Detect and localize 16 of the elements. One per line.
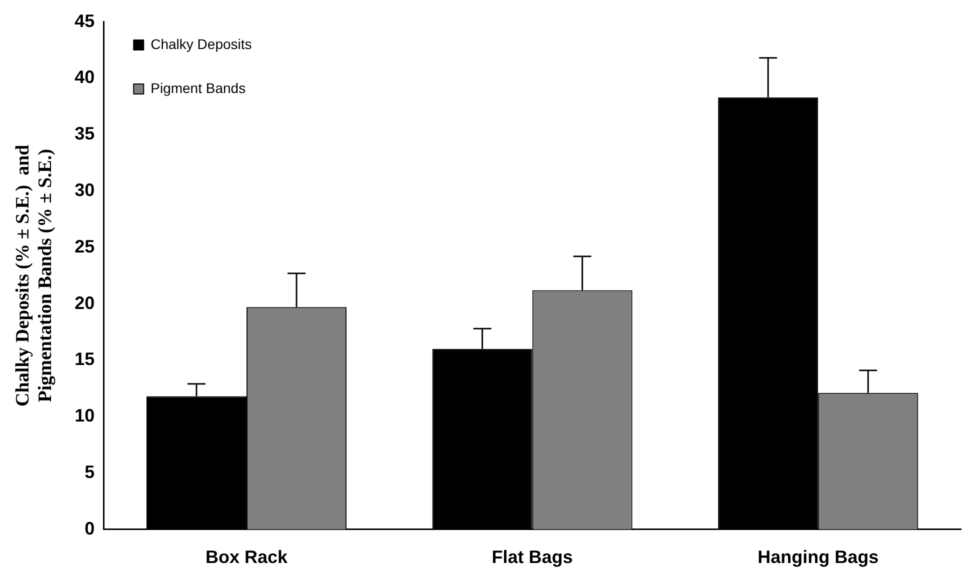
y-tick-label: 25 [74, 236, 95, 256]
y-axis-title: Chalky Deposits (% ± S.E.) and Pigmentation Bands (% ± S.E.) [12, 144, 56, 406]
x-tick-label: Flat Bags [492, 547, 573, 568]
y-tick-label: 40 [74, 67, 95, 88]
x-tick-label: Box Rack [205, 547, 289, 568]
legend-label: Chalky Deposits [150, 36, 252, 52]
y-tick-label: 30 [74, 180, 95, 200]
legend-label: Pigment Bands [150, 80, 246, 96]
y-tick-label: 35 [74, 124, 95, 144]
x-tick-label: Hanging Bags [758, 547, 879, 568]
y-tick-label: 0 [84, 518, 95, 538]
y-tick-label: 15 [74, 349, 95, 370]
y-tick-label: 5 [84, 462, 95, 482]
y-tick-label: 10 [74, 406, 95, 426]
y-tick-label: 20 [74, 292, 95, 313]
y-tick-label: 45 [74, 10, 95, 31]
